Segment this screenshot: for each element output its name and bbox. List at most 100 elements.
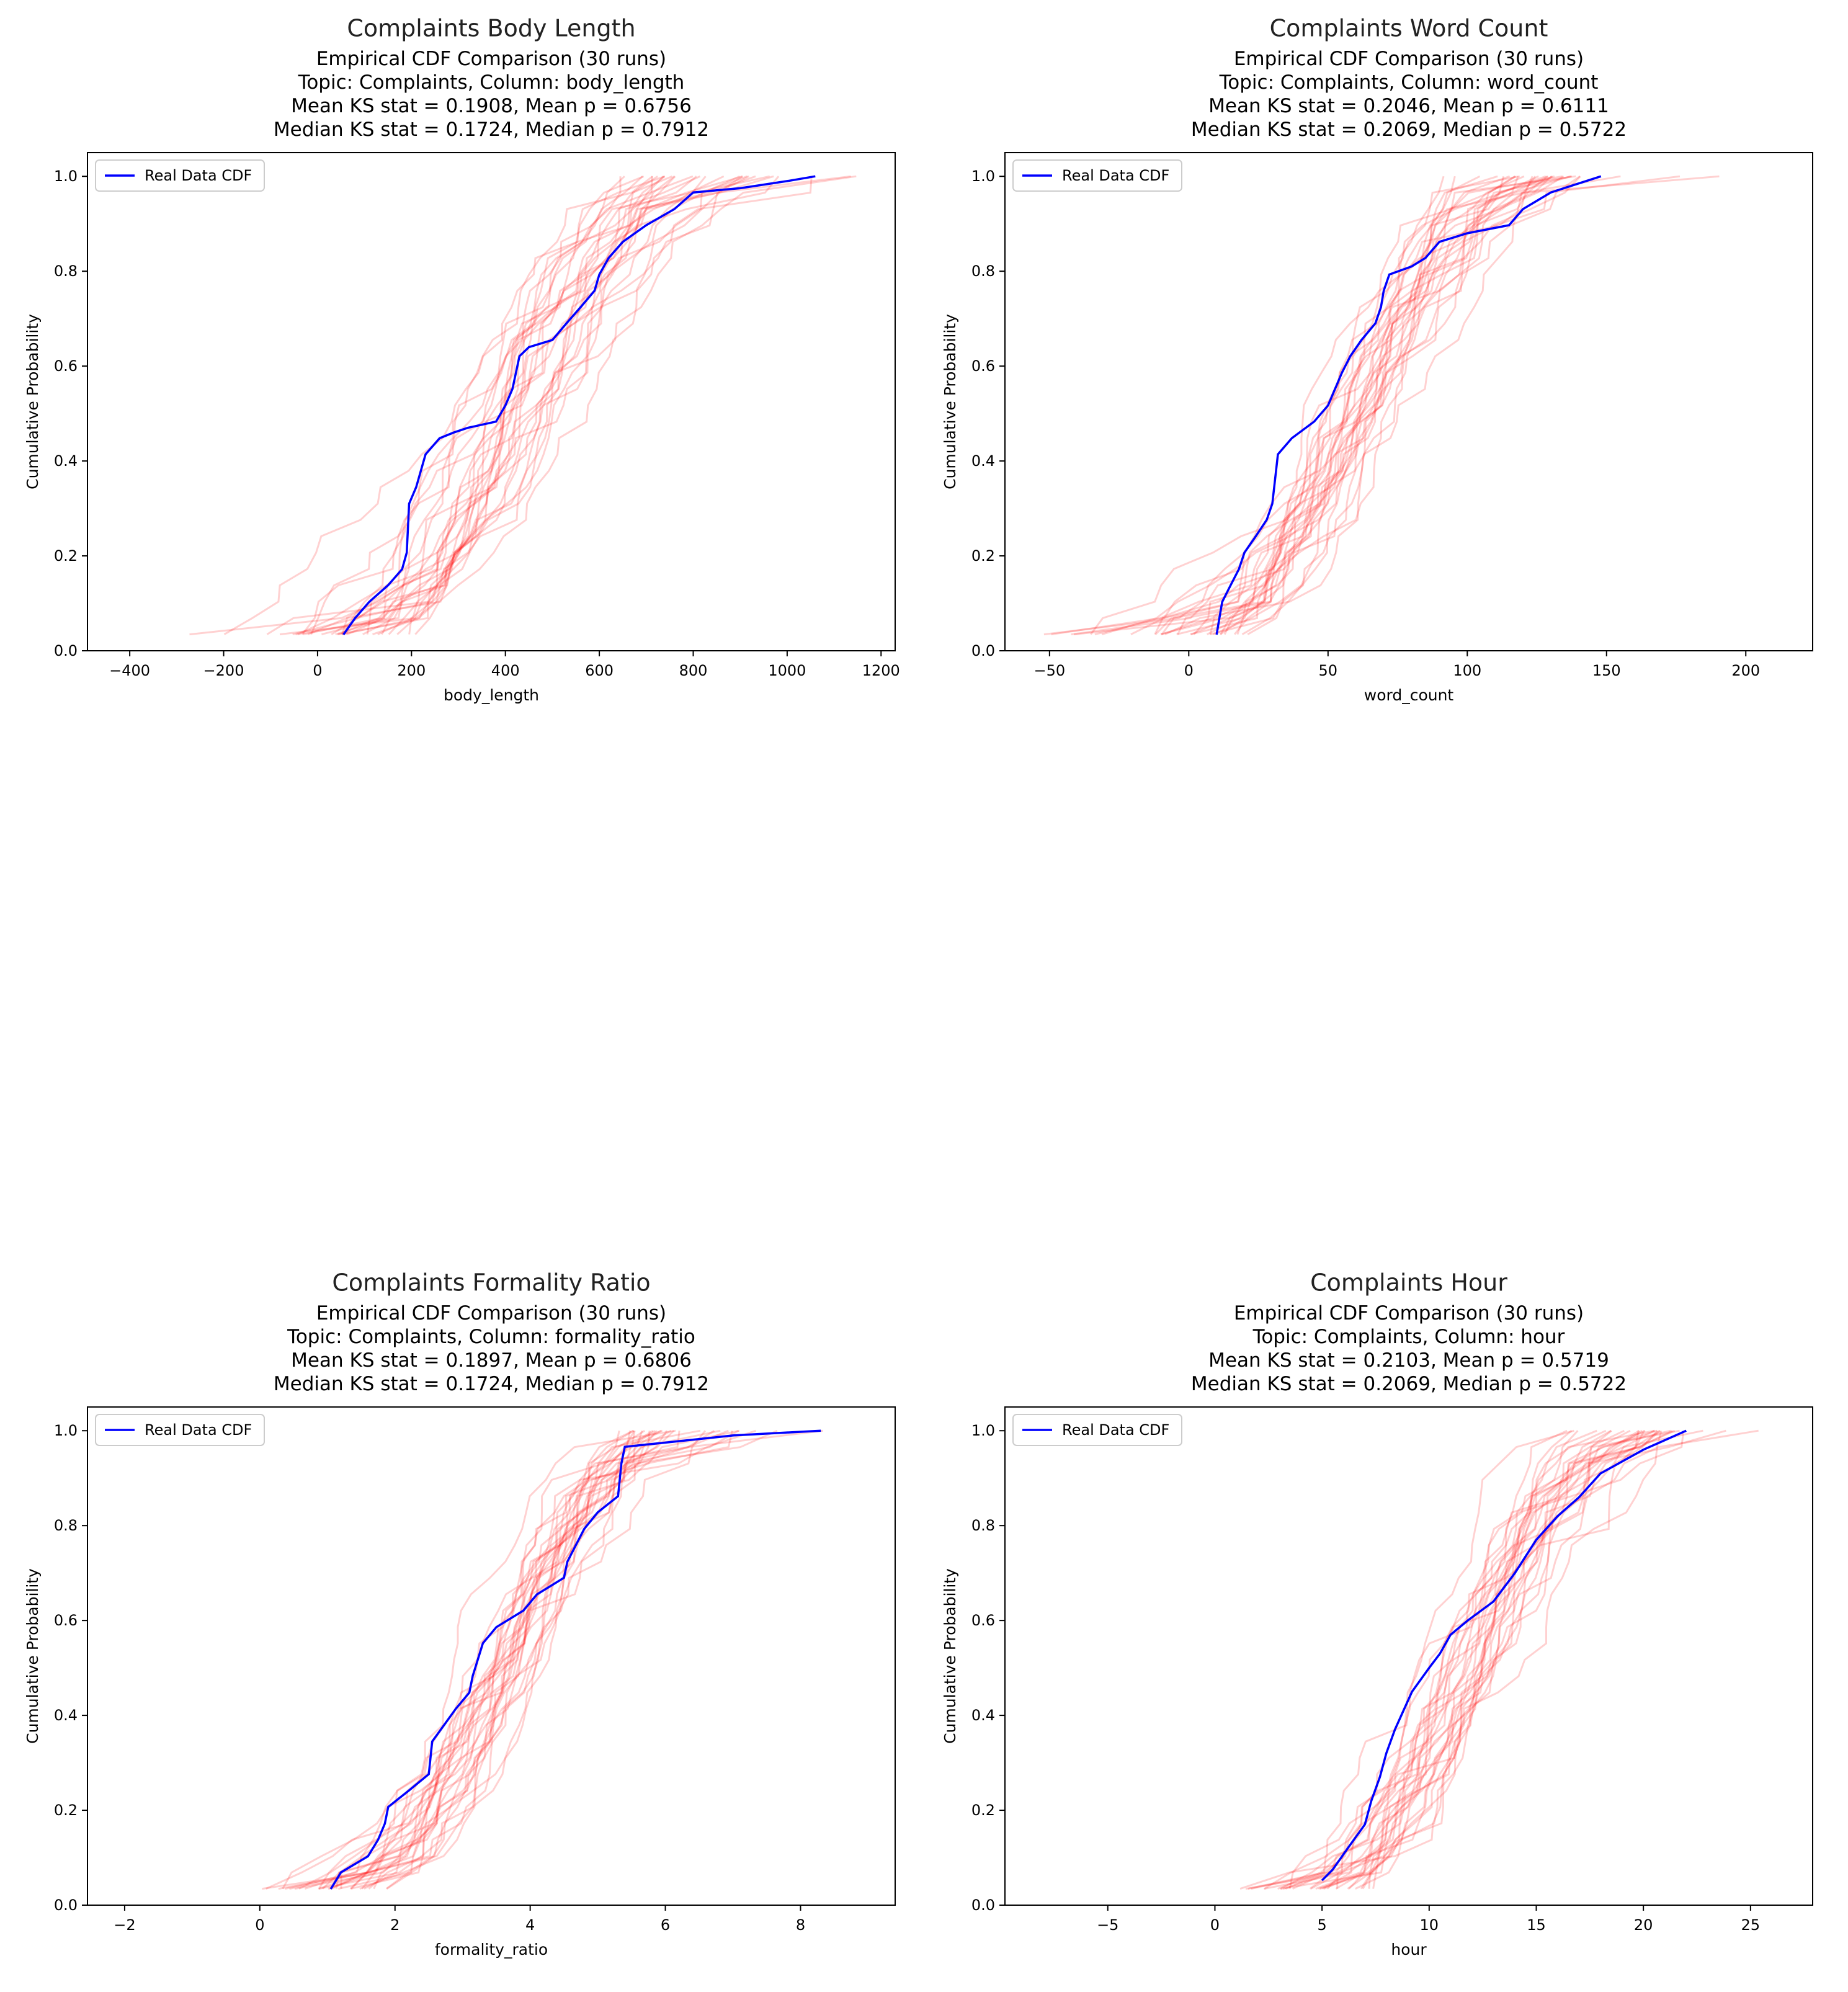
chart-title-line-1: Empirical CDF Comparison (30 runs): [1234, 48, 1584, 70]
y-tick-label: 0.0: [54, 1896, 78, 1914]
x-tick-label: 0: [313, 662, 322, 679]
real-data-cdf-line: [1215, 175, 1602, 635]
x-axis-label: body_length: [444, 686, 539, 704]
synthetic-run-line: [189, 175, 659, 636]
synthetic-run-line: [303, 175, 774, 636]
synthetic-run-line: [278, 1430, 707, 1890]
synthetic-run-line: [262, 1429, 635, 1890]
synthetic-run-line: [1360, 1429, 1574, 1890]
synthetic-run-line: [345, 175, 666, 635]
x-tick-label: 6: [661, 1916, 670, 1934]
synthetic-run-line: [1130, 175, 1511, 635]
y-tick-label: 0.4: [971, 452, 995, 470]
x-axis-label: word_count: [1364, 686, 1454, 704]
legend-label: Real Data CDF: [145, 1421, 252, 1439]
synthetic-run-line: [1318, 1429, 1612, 1890]
y-tick-label: 0.0: [971, 642, 995, 659]
synthetic-run-line: [285, 1430, 631, 1890]
synthetic-run-line: [1220, 176, 1548, 635]
chart-suptitle: Complaints Body Length: [347, 15, 635, 42]
synthetic-run-line: [1176, 175, 1520, 636]
chart-panel-3: Complaints Formality Ratio Empirical CDF …: [24, 1269, 896, 1959]
x-tick-label: 0: [1210, 1916, 1220, 1934]
y-tick-label: 0.4: [54, 452, 78, 470]
synthetic-run-line: [1241, 176, 1445, 635]
synthetic-run-line: [1177, 175, 1563, 635]
synthetic-run-line: [341, 175, 666, 635]
x-tick-label: 200: [397, 662, 426, 679]
synthetic-run-line: [408, 176, 697, 635]
legend-label: Real Data CDF: [145, 167, 252, 184]
chart-title-line-3: Mean KS stat = 0.1897, Mean p = 0.6806: [291, 1349, 692, 1372]
x-axis-label: hour: [1391, 1941, 1427, 1959]
x-tick-label: 800: [679, 662, 708, 679]
chart-title-line-2: Topic: Complaints, Column: hour: [1252, 1326, 1565, 1348]
synthetic-run-line: [335, 1429, 663, 1889]
synthetic-run-line: [361, 1429, 778, 1890]
axes-frame: [1004, 1406, 1813, 1906]
y-axis-label: Cumulative Probability: [941, 1568, 959, 1744]
synthetic-run-line: [373, 1429, 823, 1890]
synthetic-run-line: [1051, 176, 1537, 636]
synthetic-run-line: [1236, 176, 1581, 635]
x-tick-label: 1000: [768, 662, 806, 679]
y-tick-label: 0.0: [54, 642, 78, 659]
y-tick-label: 0.6: [54, 357, 78, 375]
synthetic-run-line: [223, 175, 743, 635]
x-tick-label: 20: [1634, 1916, 1653, 1934]
synthetic-run-line: [328, 1430, 643, 1890]
synthetic-run-line: [1282, 1429, 1597, 1890]
synthetic-run-line: [1362, 1429, 1703, 1890]
real-data-cdf-line: [342, 175, 816, 636]
synthetic-run-line: [304, 1429, 756, 1890]
x-axis-label: formality_ratio: [435, 1941, 548, 1959]
x-tick-label: 2: [390, 1916, 400, 1934]
y-tick-label: 0.0: [971, 1896, 995, 1914]
real-data-cdf-line: [1321, 1429, 1687, 1882]
synthetic-run-line: [350, 1430, 620, 1890]
y-tick-label: 0.8: [54, 1517, 78, 1534]
y-tick-label: 0.4: [54, 1707, 78, 1724]
synthetic-run-line: [337, 176, 780, 635]
x-tick-label: 25: [1741, 1916, 1761, 1934]
synthetic-run-line: [1101, 175, 1573, 636]
synthetic-run-line: [1161, 175, 1549, 636]
synthetic-run-line: [1326, 1429, 1661, 1890]
synthetic-run-line: [321, 1429, 656, 1890]
x-tick-label: 8: [796, 1916, 805, 1934]
x-tick-label: 150: [1592, 662, 1621, 679]
synthetic-run-line: [301, 175, 748, 635]
synthetic-run-line: [1245, 1429, 1655, 1890]
synthetic-run-line: [1239, 1429, 1655, 1890]
chart-suptitle: Complaints Word Count: [1270, 15, 1548, 42]
legend: Real Data CDF: [1012, 1414, 1182, 1446]
synthetic-run-line: [1336, 1430, 1659, 1889]
y-tick-label: 1.0: [54, 1422, 78, 1439]
chart-panel-2: Complaints Word Count Empirical CDF Compa…: [941, 15, 1813, 704]
synthetic-run-line: [331, 1430, 733, 1890]
synthetic-run-line: [1190, 175, 1576, 635]
legend: Real Data CDF: [95, 159, 265, 192]
synthetic-run-line: [366, 176, 653, 635]
synthetic-run-line: [1193, 175, 1525, 635]
chart-title-line-4: Median KS stat = 0.2069, Median p = 0.57…: [1191, 118, 1627, 141]
synthetic-run-line: [1160, 175, 1720, 636]
synthetic-run-line: [1161, 176, 1553, 635]
synthetic-run-line: [1335, 1429, 1625, 1890]
x-tick-label: 400: [491, 662, 520, 679]
x-tick-label: 0: [1184, 662, 1194, 679]
chart-title-line-3: Mean KS stat = 0.2103, Mean p = 0.5719: [1208, 1349, 1609, 1372]
legend-box: [1012, 159, 1182, 192]
x-tick-label: 200: [1731, 662, 1760, 679]
chart-title-line-1: Empirical CDF Comparison (30 runs): [316, 1302, 666, 1324]
synthetic-run-line: [1248, 1429, 1759, 1890]
synthetic-run-line: [1322, 1429, 1726, 1890]
synthetic-run-line: [385, 1429, 740, 1890]
synthetic-runs: [1043, 175, 1720, 636]
chart-title-line-2: Topic: Complaints, Column: word_count: [1219, 71, 1599, 94]
legend-box: [1012, 1414, 1182, 1446]
synthetic-run-line: [388, 175, 701, 635]
real-data-cdf-line: [329, 1429, 821, 1890]
synthetic-run-line: [1280, 1429, 1568, 1890]
synthetic-runs: [1239, 1429, 1759, 1890]
